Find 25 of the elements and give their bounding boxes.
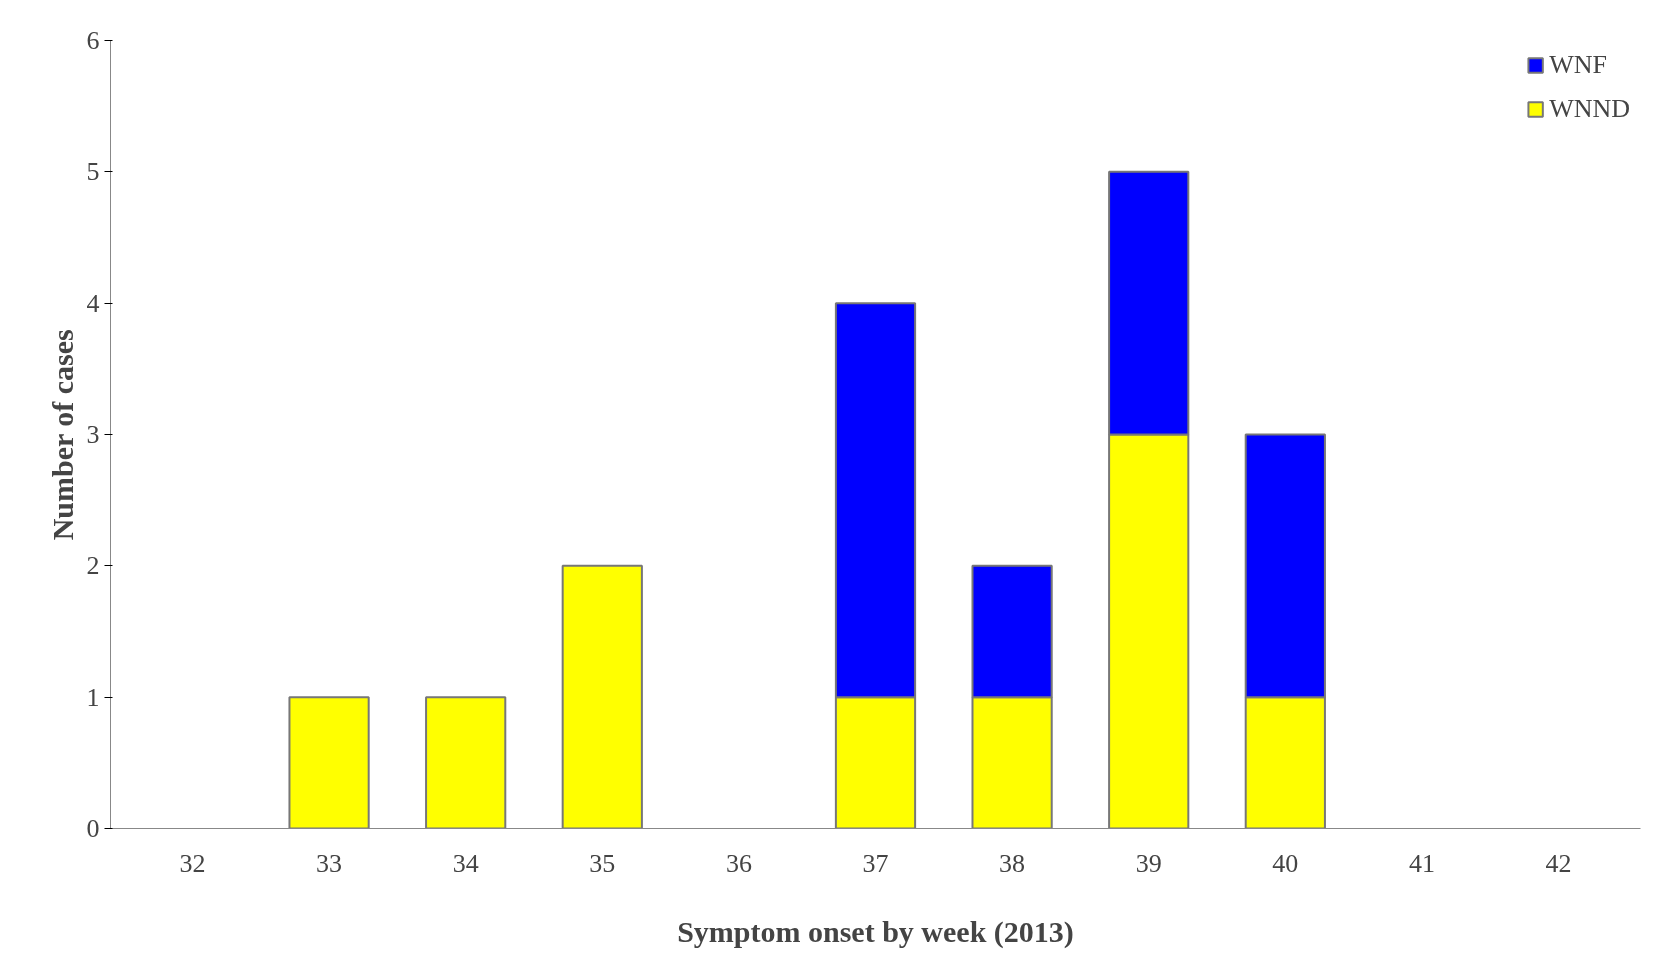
x-tick-label: 36	[725, 848, 752, 878]
y-tick-label: 0	[86, 814, 100, 843]
bar	[425, 696, 507, 829]
y-tick-label: 4	[86, 288, 100, 318]
y-tick-label: 5	[86, 157, 100, 187]
y-tick-label: 6	[86, 26, 100, 55]
x-tick-label: 39	[1135, 848, 1162, 878]
y-tick-label: 3	[86, 420, 100, 449]
x-tick-label: 33	[316, 848, 343, 878]
bar	[288, 696, 370, 829]
x-tick-label: 37	[862, 848, 889, 878]
x-tick-label: 40	[1272, 848, 1299, 878]
x-tick-label: 41	[1408, 848, 1435, 878]
x-tick-label: 34	[452, 848, 479, 878]
y-axis-title: Number of cases	[45, 329, 79, 541]
x-axis-title: Symptom onset by week (2013)	[677, 914, 1074, 949]
y-tick-label: 1	[86, 682, 100, 712]
x-tick-label: 35	[589, 848, 616, 878]
x-tick-label: 32	[179, 848, 206, 878]
legend-label: WNND	[1549, 94, 1630, 124]
x-tick-label: 38	[999, 848, 1026, 878]
bar	[561, 564, 643, 829]
legend-label: WNF	[1549, 50, 1607, 80]
y-tick-label: 2	[86, 551, 100, 581]
x-tick-label: 42	[1545, 848, 1572, 878]
